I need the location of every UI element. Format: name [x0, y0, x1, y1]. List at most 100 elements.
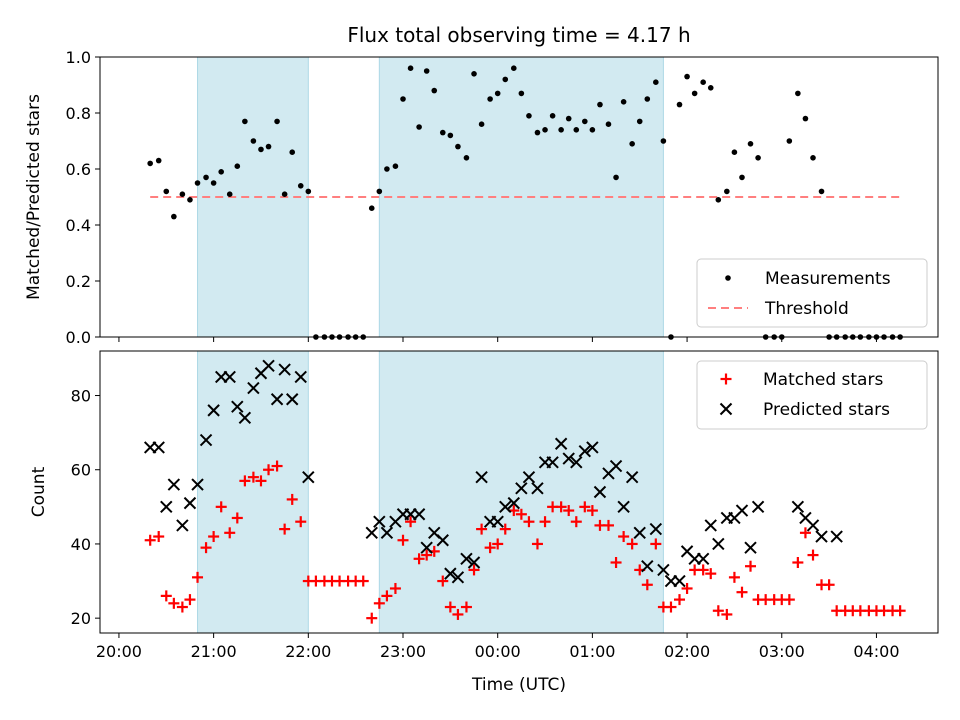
predicted-star-point [641, 560, 654, 573]
shaded-span-1 [378, 350, 664, 634]
predicted-star-point [507, 496, 520, 510]
measurement-point [234, 163, 241, 169]
matched-star-point [208, 531, 220, 543]
matched-star-point [215, 501, 227, 513]
measurement-point [289, 149, 296, 155]
predicted-star-point-b [830, 530, 843, 543]
predicted-star-point [696, 552, 710, 565]
matched-star-point [176, 601, 188, 613]
top-y-axis-label: Matched/Predicted stars [24, 94, 44, 300]
predicted-star-point-b [554, 437, 568, 450]
predicted-star-point [199, 433, 213, 447]
predicted-star-point-b [302, 470, 315, 484]
measurement-point [384, 166, 390, 172]
predicted-star-point [704, 519, 717, 532]
legend-cross-b [719, 402, 733, 416]
predicted-star-point-b [207, 404, 220, 417]
measurement-point [376, 188, 383, 195]
matched-star-point [460, 601, 472, 613]
predicted-star-point-b [223, 370, 236, 384]
matched-star-point [894, 605, 906, 617]
measurement-point [707, 85, 714, 91]
predicted-star-point [830, 530, 843, 543]
predicted-star-point [247, 381, 260, 395]
count-panel: 20 40 60 80 20:00 21:00 22:00 23:00 00:00 01:00 0… [29, 350, 939, 695]
measurement-point [526, 113, 532, 119]
matched-star-point [468, 564, 480, 576]
predicted-star-point-b [373, 515, 386, 528]
predicted-star-point-b [680, 545, 694, 558]
predicted-star-point [467, 556, 481, 569]
matched-star-point [484, 542, 496, 554]
predicted-star-point [436, 534, 449, 547]
predicted-star-point [617, 500, 630, 514]
measurement-point [416, 124, 422, 130]
bottom-legend: Matched stars Predicted stars [696, 360, 928, 430]
predicted-star-point [176, 519, 189, 532]
measurement-point [226, 191, 233, 197]
predicted-star-point-b [160, 500, 173, 514]
predicted-star-point [570, 456, 583, 469]
predicted-star-point-b [191, 478, 204, 491]
matched-star-point [523, 516, 535, 528]
y-tick-label: 0.4 [66, 216, 91, 235]
predicted-star-point-b [696, 552, 710, 565]
measurement-point [582, 118, 588, 125]
predicted-star-point [815, 530, 828, 543]
predicted-star-point [365, 526, 378, 540]
predicted-star-point [270, 393, 284, 406]
matched-star-point [697, 564, 709, 576]
predicted-star-point [657, 563, 670, 577]
predicted-star-point-b [238, 411, 252, 424]
measurement-point [510, 65, 517, 71]
predicted-star-point-b [499, 500, 512, 514]
predicted-star-point-b [586, 441, 599, 454]
predicted-star-point-b [712, 537, 725, 551]
measurement-point [739, 174, 745, 181]
matched-star-point [712, 605, 724, 617]
legend-predicted-label: Predicted stars [763, 400, 890, 420]
predicted-star-point-b [507, 496, 520, 510]
measurement-point [691, 90, 698, 97]
predicted-stars-points [143, 359, 843, 588]
matched-star-point [263, 464, 275, 476]
matched-stars-points [144, 460, 906, 624]
measurement-point [565, 115, 572, 122]
measurement-point [755, 155, 761, 161]
bottom-legend-box [696, 360, 928, 430]
matched-star-point [721, 608, 733, 620]
predicted-star-point-b [649, 522, 663, 536]
chart-title: Flux total observing time = 4.17 h [347, 23, 690, 47]
matched-star-point [823, 579, 835, 591]
predicted-star-point-b [751, 500, 765, 514]
matched-star-point [153, 531, 165, 543]
measurement-point [400, 96, 406, 102]
predicted-star-point [223, 370, 236, 384]
measurement-point [187, 197, 193, 203]
predicted-star-point [286, 393, 299, 406]
matched-star-point [231, 512, 243, 524]
matched-star-point [705, 568, 717, 580]
x-tick-label: 22:00 [285, 642, 331, 661]
measurement-point [636, 118, 643, 125]
predicted-star-point [673, 574, 686, 588]
measurement-point [605, 121, 612, 127]
predicted-star-point [167, 478, 181, 491]
bottom-shaded-spans [197, 350, 664, 634]
predicted-star-point-b [633, 526, 646, 540]
matched-star-point [224, 527, 236, 539]
measurement-point [155, 157, 162, 164]
legend-cross [719, 402, 733, 416]
predicted-star-point-b [428, 526, 441, 540]
bottom-x-ticks: 20:00 21:00 22:00 23:00 00:00 01:00 02:00 03:00… [96, 633, 900, 661]
measurement-point [407, 65, 414, 71]
predicted-star-point [593, 485, 607, 499]
measurement-point [802, 115, 809, 122]
matched-star-point [397, 534, 409, 546]
predicted-star-point [562, 452, 575, 465]
predicted-star-point-b [625, 470, 639, 484]
y-tick-label: 0.8 [66, 104, 91, 123]
matched-star-point [366, 612, 378, 624]
matched-star-point [531, 538, 543, 550]
